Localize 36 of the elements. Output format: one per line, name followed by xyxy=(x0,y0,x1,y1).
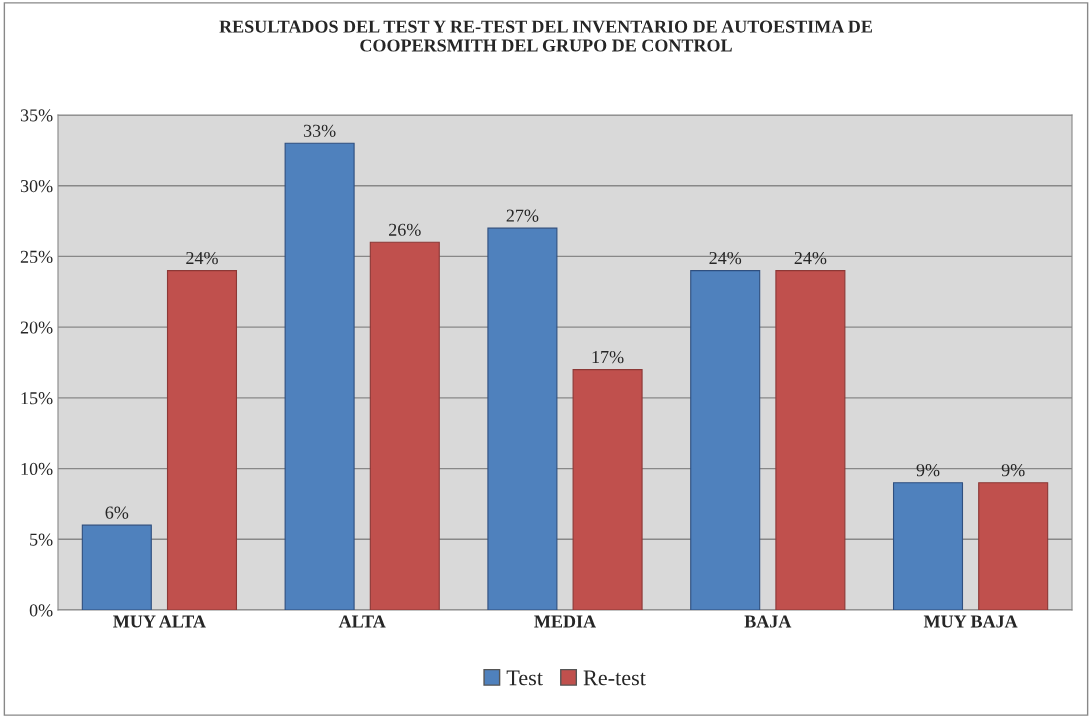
bar xyxy=(166,270,238,610)
bar xyxy=(369,241,440,610)
data-label: 33% xyxy=(303,124,336,137)
data-label: 24% xyxy=(709,251,742,265)
bar xyxy=(81,524,152,610)
bar xyxy=(284,142,355,610)
data-label: 27% xyxy=(506,209,539,222)
data-label: 26% xyxy=(389,223,421,236)
bar xyxy=(690,270,761,610)
data-label: 9% xyxy=(916,464,940,477)
bar xyxy=(775,270,846,610)
data-label: 9% xyxy=(1001,464,1025,477)
legend-label: Test xyxy=(506,670,543,686)
y-tick-label: 35% xyxy=(20,109,53,122)
data-label: 24% xyxy=(186,251,218,265)
y-tick-label: 25% xyxy=(20,250,53,263)
y-tick-label: 30% xyxy=(20,179,53,193)
y-tick-label: 5% xyxy=(30,533,53,546)
data-label: 24% xyxy=(794,251,827,265)
y-tick-label: 0% xyxy=(29,604,53,617)
bar xyxy=(978,482,1049,610)
y-tick-label: 10% xyxy=(21,462,53,476)
x-tick-label: ALTA xyxy=(338,615,386,628)
data-label: 17% xyxy=(592,350,624,364)
legend-label: Re-test xyxy=(583,670,646,686)
data-label: 6% xyxy=(105,506,129,519)
x-tick-label: MEDIA xyxy=(534,615,596,628)
x-tick-label: MUY ALTA xyxy=(113,615,206,628)
x-tick-label: MUY BAJA xyxy=(923,615,1018,628)
bar xyxy=(487,227,558,610)
bar xyxy=(892,482,964,610)
x-tick-label: BAJA xyxy=(744,615,792,628)
y-tick-label: 20% xyxy=(20,321,53,334)
chart-title: RESULTADOS DEL TEST Y RE-TEST DEL INVENTARIO DE AUTOESTIMA DE COOPERSMITH DEL GRUPO DE CONTROL xyxy=(219,20,872,52)
bar xyxy=(572,369,643,610)
y-tick-label: 15% xyxy=(21,392,53,405)
